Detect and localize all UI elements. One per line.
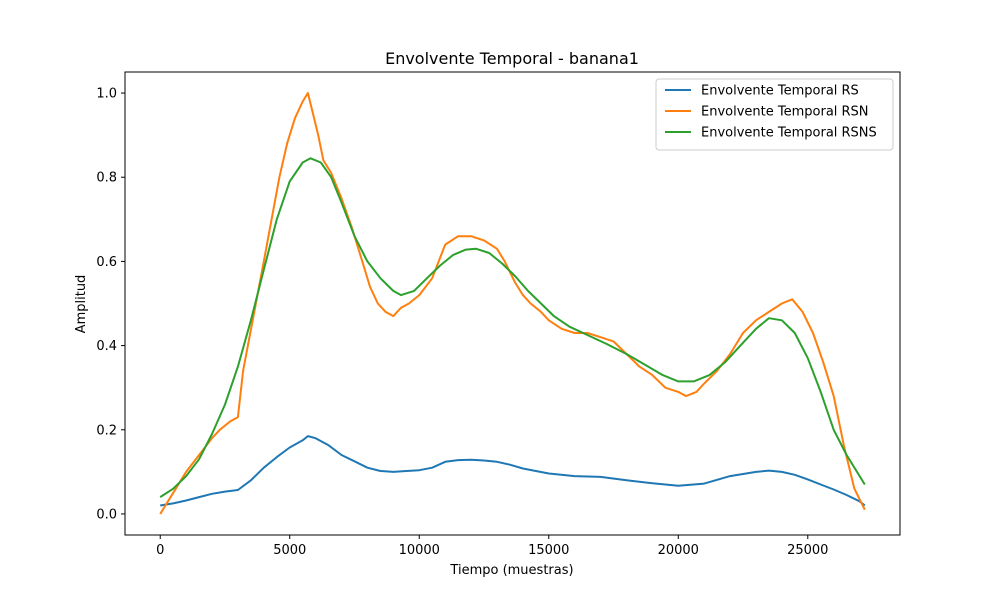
x-tick-label: 10000 [399, 543, 440, 558]
y-tick-label: 0.2 [96, 423, 117, 438]
series-line-1 [160, 435, 866, 507]
y-tick-label: 0.8 [96, 171, 117, 186]
series-line-3 [159, 157, 866, 498]
y-axis-label: Amplitud [74, 275, 89, 334]
y-tick-label: 0.6 [96, 255, 117, 270]
x-tick-label: 25000 [787, 543, 828, 558]
chart-title: Envolvente Temporal - banana1 [385, 49, 639, 68]
legend-entry: Envolvente Temporal RSN [701, 105, 869, 120]
axes-frame [124, 71, 901, 536]
x-tick-label: 0 [156, 543, 164, 558]
legend-entry: Envolvente Temporal RSNS [701, 126, 877, 141]
legend-box [655, 78, 894, 151]
x-tick-label: 20000 [658, 543, 699, 558]
x-axis: 0 5000 10000 15000 20000 25000 [156, 535, 828, 558]
x-axis-label: Tiempo (muestras) [449, 563, 573, 578]
x-tick-label: 5000 [273, 543, 306, 558]
x-tick-label: 15000 [528, 543, 569, 558]
y-tick-label: 1.0 [96, 87, 117, 102]
y-axis: 0.0 0.2 0.4 0.6 0.8 1.0 [96, 87, 125, 522]
legend: Envolvente Temporal RS Envolvente Tempora… [655, 78, 894, 151]
y-tick-label: 0.0 [96, 507, 117, 522]
series-line-2 [159, 92, 866, 515]
plot-area [159, 92, 866, 515]
legend-entry: Envolvente Temporal RS [701, 84, 859, 99]
y-tick-label: 0.4 [96, 339, 117, 354]
